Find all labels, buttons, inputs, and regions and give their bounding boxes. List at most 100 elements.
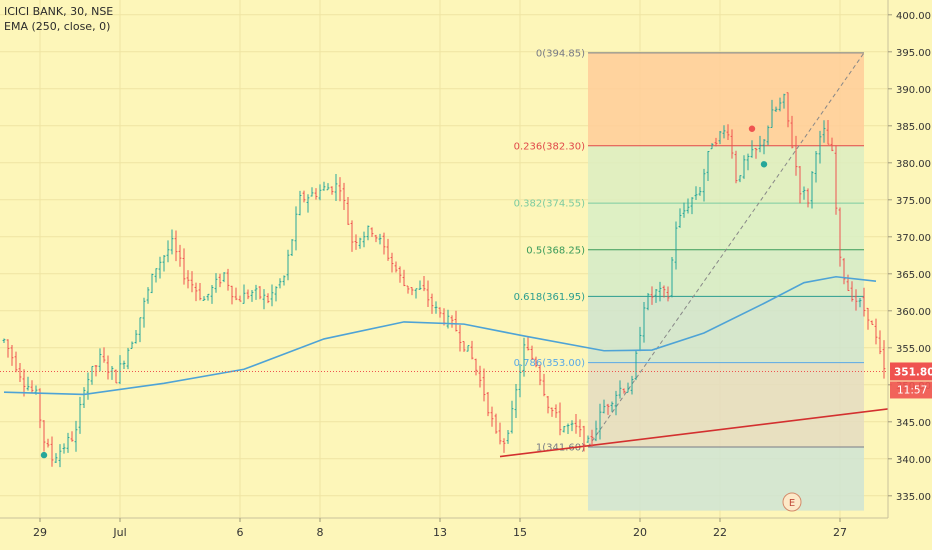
candle xyxy=(842,258,846,285)
candle xyxy=(126,347,130,370)
time-tick-label: 20 xyxy=(633,526,647,539)
candle xyxy=(70,431,74,442)
candle xyxy=(774,106,778,112)
candle xyxy=(114,369,118,384)
price-tick-label: 390.00 xyxy=(896,85,931,96)
candle xyxy=(826,119,830,145)
candle xyxy=(834,145,838,215)
last-price-badge[interactable] xyxy=(890,362,932,381)
candle xyxy=(470,340,474,360)
symbol-title[interactable]: ICICI BANK, 30, NSE xyxy=(4,5,114,18)
candle xyxy=(178,244,182,267)
time-tick-label: Jul xyxy=(112,526,126,539)
earnings-event-marker[interactable] xyxy=(782,492,802,512)
candle xyxy=(630,375,634,395)
candle xyxy=(254,284,258,300)
candle xyxy=(698,186,702,196)
candle xyxy=(446,309,450,329)
candle xyxy=(546,395,550,414)
candle xyxy=(174,230,178,262)
price-tick-label: 340.00 xyxy=(896,455,931,466)
candle xyxy=(30,380,34,394)
candle xyxy=(418,280,422,291)
candle xyxy=(622,388,626,394)
candle xyxy=(746,153,750,171)
signal-dot xyxy=(760,161,768,168)
candle xyxy=(458,324,462,352)
candle xyxy=(134,330,138,344)
candle xyxy=(26,376,30,391)
candle xyxy=(870,320,874,325)
candle xyxy=(410,287,414,296)
candle xyxy=(462,341,466,352)
candle xyxy=(646,292,650,311)
fib-level-label: 0.5(368.25) xyxy=(526,245,585,256)
candle xyxy=(502,438,506,453)
candle xyxy=(510,400,514,434)
candle xyxy=(594,420,598,442)
candle xyxy=(46,438,50,448)
time-axis[interactable]: 29 Jul 6 8 13 15 20 22 27 xyxy=(0,517,888,539)
time-tick-label: 15 xyxy=(513,526,527,539)
candle xyxy=(142,297,146,328)
fib-zone xyxy=(588,362,864,447)
fib-retracement-zones[interactable] xyxy=(588,52,864,511)
candle xyxy=(710,143,714,150)
indicator-label[interactable]: EMA (250, close, 0) xyxy=(4,20,111,33)
time-tick-label: 6 xyxy=(237,526,244,539)
fib-level-label: 0(394.85) xyxy=(536,48,585,59)
candle xyxy=(342,182,346,210)
price-tick-label: 345.00 xyxy=(896,418,931,429)
candle xyxy=(690,197,694,215)
candle xyxy=(750,140,754,158)
candle xyxy=(818,130,822,164)
candle xyxy=(334,173,338,202)
candle xyxy=(382,232,386,255)
signal-dot xyxy=(40,451,48,459)
candle xyxy=(778,97,782,112)
ema-line xyxy=(3,275,877,396)
candle xyxy=(618,380,622,399)
candle xyxy=(790,115,794,149)
candle xyxy=(866,307,870,330)
fib-retracement-levels[interactable]: 0(394.85) 0.236(382.30) 0.382(374.55) 0.5(3… xyxy=(514,48,865,453)
candle xyxy=(662,285,666,298)
candle xyxy=(454,310,458,332)
candle xyxy=(678,208,682,228)
candle xyxy=(766,125,770,146)
candle xyxy=(250,290,254,302)
trendline-segment[interactable] xyxy=(499,407,893,458)
candle xyxy=(830,137,834,152)
candle xyxy=(154,268,158,283)
candle xyxy=(214,273,218,293)
time-tick-label: 13 xyxy=(433,526,447,539)
candle xyxy=(586,435,590,443)
candle xyxy=(386,238,390,261)
candle xyxy=(514,383,518,419)
candle xyxy=(266,293,270,304)
price-axis[interactable]: 335.00340.00345.00350.00355.00360.00365.… xyxy=(887,0,932,550)
candle xyxy=(74,420,78,452)
candle xyxy=(270,284,274,307)
candle xyxy=(354,234,358,250)
candle xyxy=(106,355,110,380)
candle xyxy=(670,257,674,298)
candle xyxy=(350,220,354,252)
candle xyxy=(822,120,826,143)
candle xyxy=(742,155,746,179)
candle xyxy=(82,387,86,408)
trendline[interactable] xyxy=(499,407,893,458)
price-tick-label: 385.00 xyxy=(896,122,931,133)
candle xyxy=(534,356,538,368)
candle xyxy=(378,233,382,245)
candle xyxy=(246,289,250,300)
candle xyxy=(102,347,106,363)
candle xyxy=(202,296,206,301)
fib-diagonal-line[interactable] xyxy=(587,52,865,448)
candle xyxy=(110,366,114,380)
candle xyxy=(722,125,726,139)
candle xyxy=(298,190,302,216)
candle xyxy=(426,280,430,307)
